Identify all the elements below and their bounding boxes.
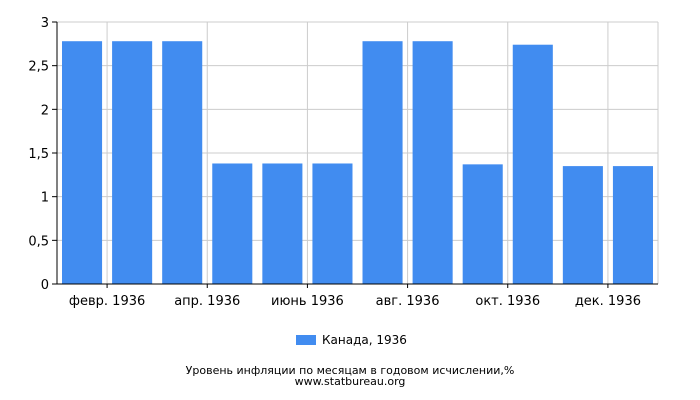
y-tick-label: 3 — [41, 16, 49, 31]
bar-7 — [362, 41, 403, 284]
bar-1 — [62, 41, 103, 284]
x-tick-label: окт. 1936 — [475, 294, 540, 309]
source-link[interactable]: www.statbureau.org — [294, 375, 406, 388]
bar-4 — [212, 163, 253, 284]
bar-3 — [162, 41, 203, 284]
y-axis-ticks: 0 0,5 1 1,5 2 2,5 3 — [28, 16, 57, 293]
grid-lines — [57, 21, 659, 284]
bar-12 — [612, 166, 653, 284]
y-tick-label: 1,5 — [28, 147, 49, 162]
y-tick-label: 0,5 — [28, 234, 49, 249]
x-tick-label: апр. 1936 — [174, 294, 240, 309]
bar-chart: 0 0,5 1 1,5 2 2,5 3 февр. 1936 апр. 1936 июнь 19… — [28, 16, 659, 309]
chart-title: Уровень инфляции по месяцам в годовом ис… — [185, 364, 515, 377]
y-tick-label: 2 — [41, 103, 49, 118]
bar-2 — [112, 41, 153, 284]
y-tick-label: 1 — [41, 191, 49, 206]
x-axis-ticks: февр. 1936 апр. 1936 июнь 1936 авг. 1936 окт… — [69, 284, 641, 309]
x-tick-label: февр. 1936 — [69, 294, 145, 309]
bar-5 — [262, 163, 303, 284]
x-tick-label: авг. 1936 — [376, 294, 440, 309]
y-tick-label: 0 — [41, 278, 49, 293]
bar-6 — [312, 163, 353, 284]
bar-10 — [512, 44, 553, 284]
bar-11 — [562, 166, 603, 284]
legend-swatch — [296, 335, 316, 345]
x-tick-label: дек. 1936 — [575, 294, 641, 309]
bar-8 — [412, 41, 453, 284]
bar-9 — [462, 164, 503, 284]
x-tick-label: июнь 1936 — [271, 294, 344, 309]
legend: Канада, 1936 — [296, 333, 407, 347]
y-tick-label: 2,5 — [28, 60, 49, 75]
legend-label: Канада, 1936 — [322, 333, 407, 347]
bars — [62, 41, 653, 284]
